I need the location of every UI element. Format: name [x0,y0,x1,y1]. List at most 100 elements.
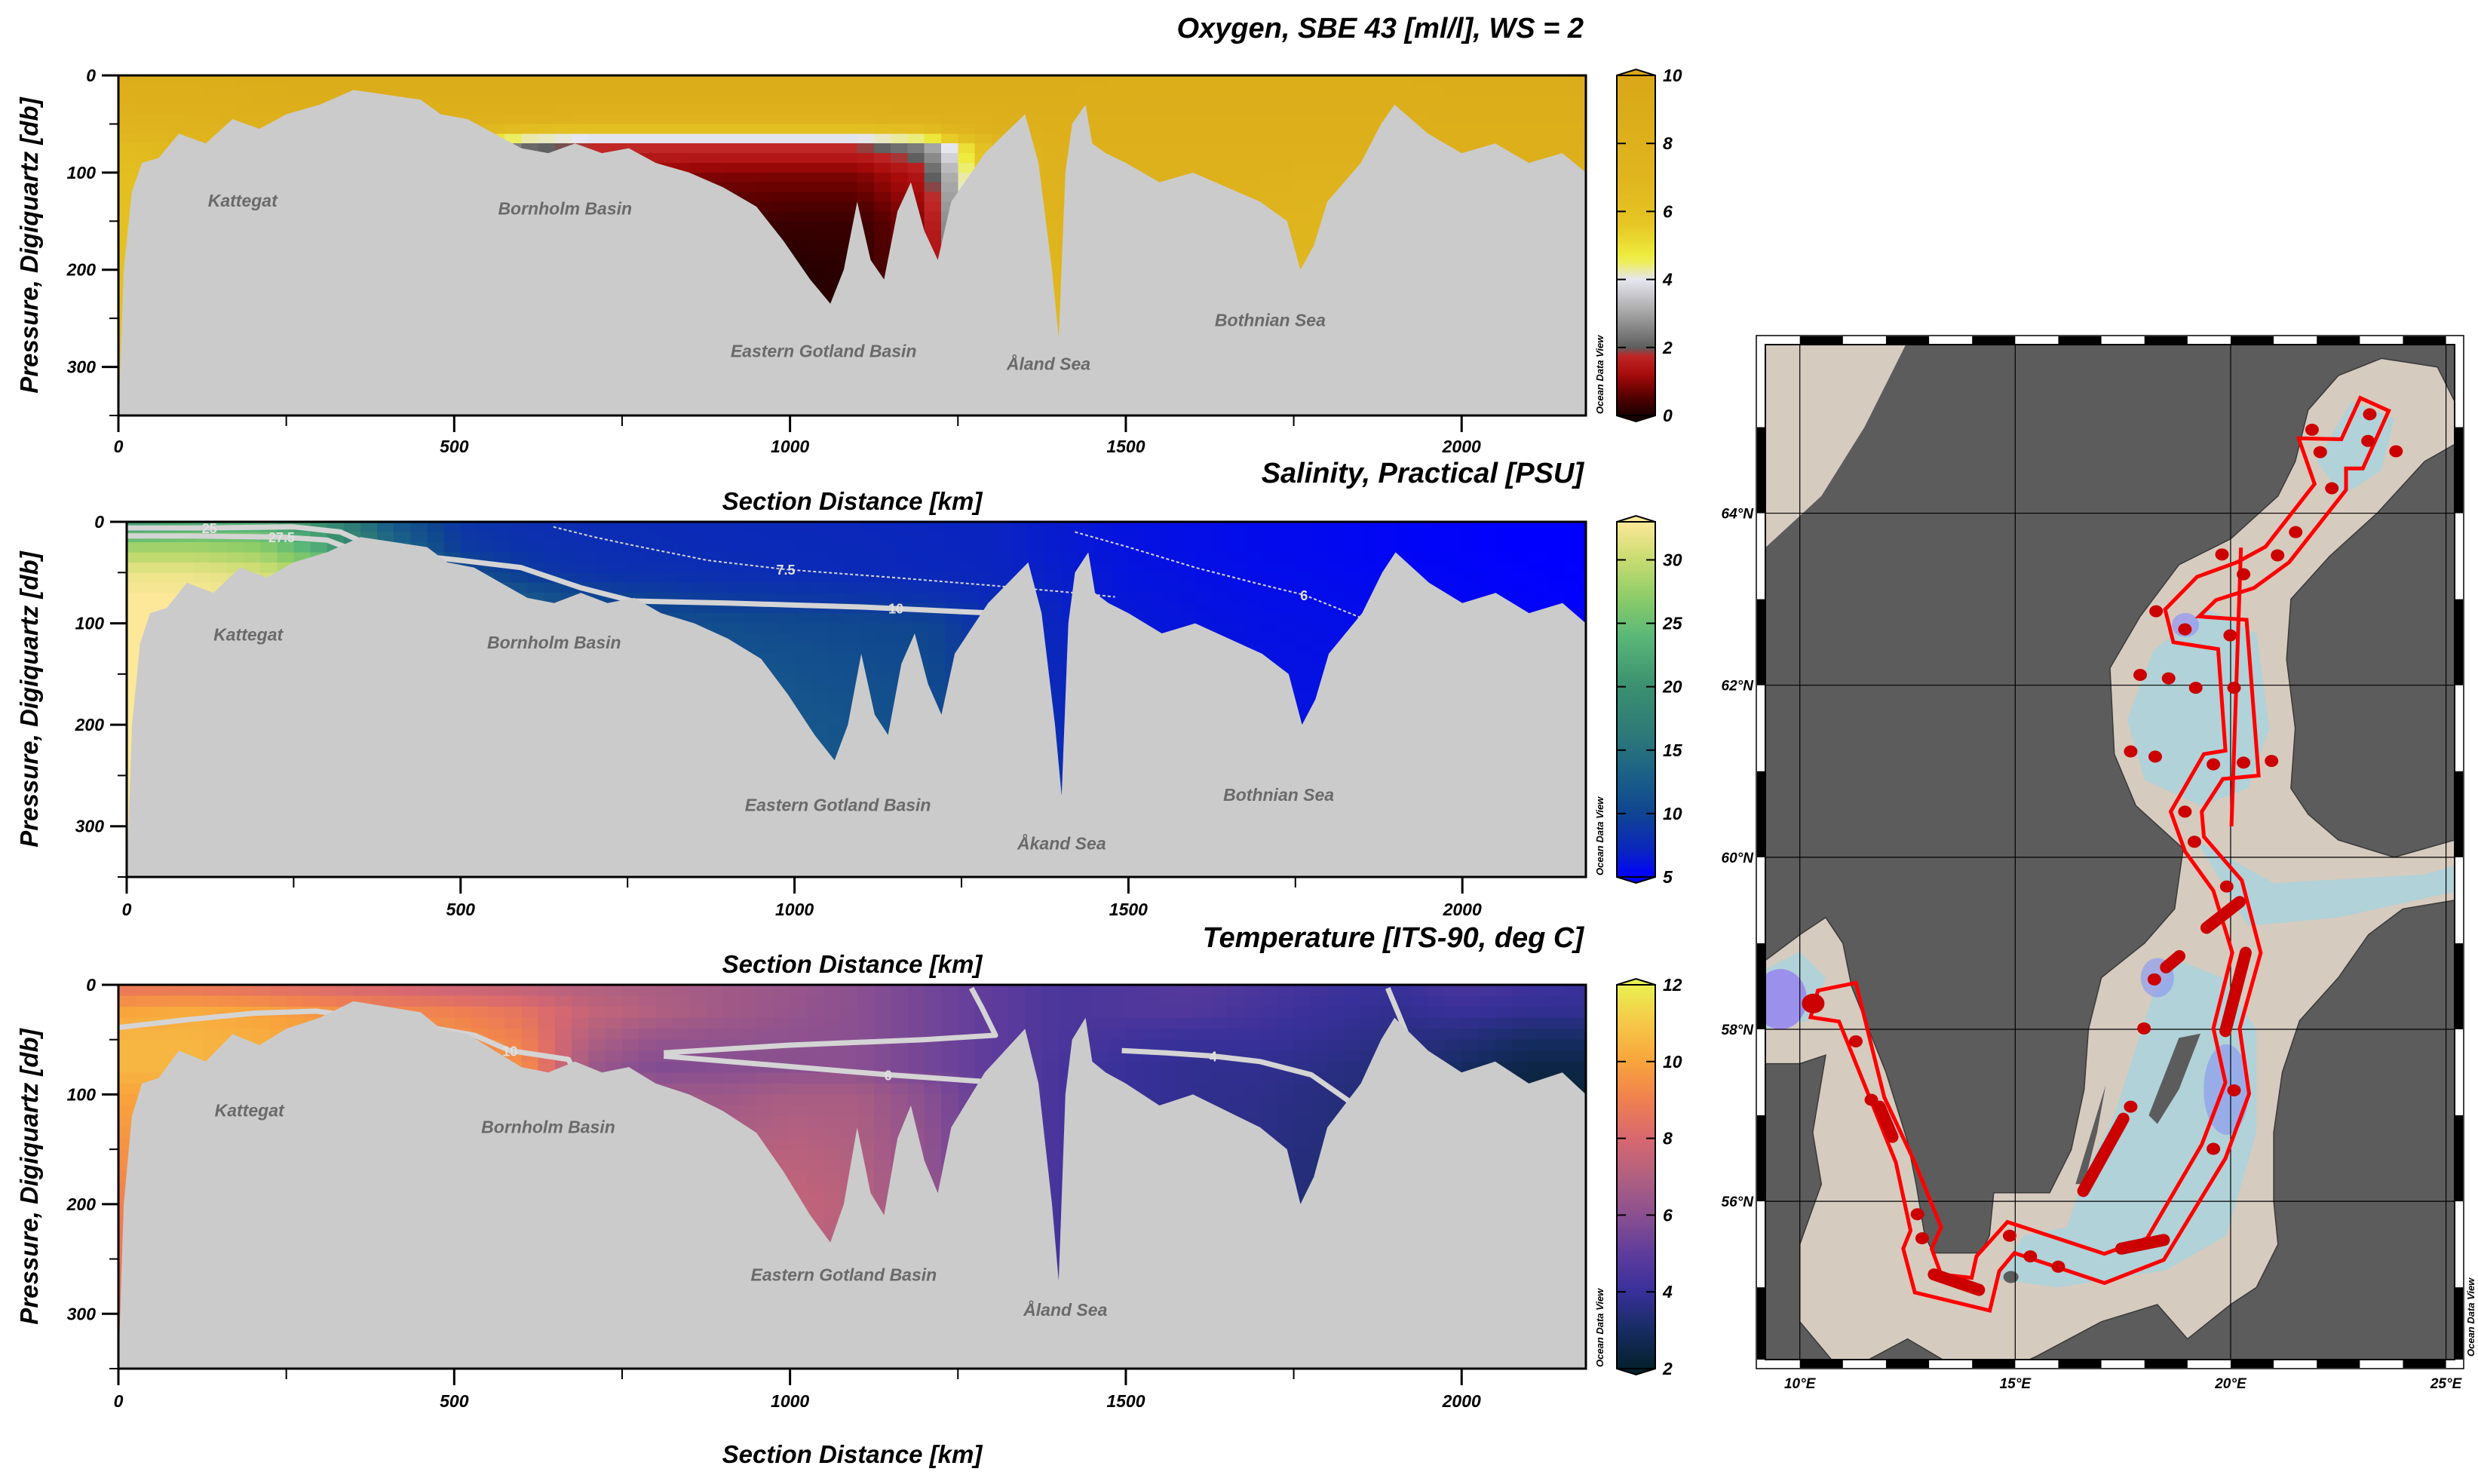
field-cell [794,653,812,664]
field-cell [924,182,942,193]
field-cell [827,572,845,584]
field-cell [1210,172,1228,183]
field-cell [694,572,712,584]
field-cell [627,582,645,593]
field-cell [1125,153,1143,164]
field-cell [840,182,858,193]
field-cell [891,104,909,115]
field-cell [544,552,562,563]
field-cell [118,124,136,134]
field-cell [806,192,824,203]
field-cell [443,541,462,553]
field-cell [891,75,909,86]
field-cell [1293,114,1311,124]
field-cell [394,532,411,543]
field-cell [1210,163,1228,173]
field-cell [403,84,422,96]
field-cell [806,182,824,193]
field-cell [494,541,511,553]
field-cell [605,114,623,124]
field-cell [1579,104,1586,115]
field-cell [1461,104,1480,115]
field-cell [689,94,707,106]
region-label: Bornholm Basin [498,198,632,218]
field-cell [928,593,946,604]
field-cell [1579,84,1586,96]
field-cell [1461,114,1480,124]
field-cell [622,124,639,134]
x-tick-label: 0 [114,437,124,456]
field-cell [1008,94,1026,106]
field-cell [1428,94,1446,106]
field-cell [1109,133,1127,144]
field-cell [1293,143,1311,154]
field-cell [118,94,136,106]
field-cell [677,541,695,553]
field-cell [1512,84,1529,96]
field-cell [756,104,774,115]
field-cell [857,84,875,96]
field-cell [744,623,762,634]
field-cell [941,143,958,154]
field-cell [806,231,824,241]
field-cell [127,552,144,563]
field-cell [857,124,875,134]
field-cell [1210,104,1228,115]
field-cell [1210,114,1228,124]
field-cell [1109,143,1127,154]
field-cell [706,104,724,115]
field-cell [554,114,572,124]
field-cell [861,664,879,675]
field-cell [1377,84,1395,96]
field-cell [744,593,762,604]
panel-title: Oxygen, SBE 43 [ml/l], WS = 2 [1176,13,1584,44]
field-cell [891,94,909,106]
field-cell [1310,143,1328,154]
field-cell [806,163,824,173]
field-cell [1327,133,1345,144]
field-cell [777,532,796,543]
field-cell [588,94,606,106]
field-cell [1243,153,1261,164]
field-cell [1226,94,1244,106]
field-cell [744,633,762,645]
field-cell [773,133,791,144]
field-cell [739,172,757,183]
field-cell [911,572,929,584]
colorbar-tick-label: 0 [1663,406,1673,425]
field-cell [806,104,824,115]
field-cell [811,673,829,685]
field-cell [1411,94,1429,106]
field-cell [544,582,562,593]
field-cell [706,124,724,134]
field-cell [845,562,862,573]
field-cell [1226,143,1244,154]
field-cell [370,84,388,96]
field-cell [1277,182,1295,193]
field-cell [504,133,522,144]
field-cell [790,133,808,144]
field-cell [722,133,741,144]
field-cell [878,562,895,573]
field-cell [1293,133,1311,144]
field-cell [1176,124,1194,134]
field-cell [168,104,186,115]
field-cell [160,572,177,584]
field-cell [728,613,745,624]
field-cell [572,124,590,134]
field-cell [1210,153,1228,164]
field-cell [1545,133,1563,144]
field-cell [387,75,405,86]
field-cell [1394,75,1412,86]
field-cell [152,114,170,124]
field-cell [827,613,845,624]
field-cell [873,211,891,222]
field-cell [186,124,203,134]
field-cell [944,593,962,604]
colorbar-tick-label: 10 [1663,66,1682,85]
field-cell [961,522,979,533]
field-cell [1478,84,1496,96]
field-cell [639,143,657,154]
field-cell [857,143,875,154]
field-cell [655,124,673,134]
